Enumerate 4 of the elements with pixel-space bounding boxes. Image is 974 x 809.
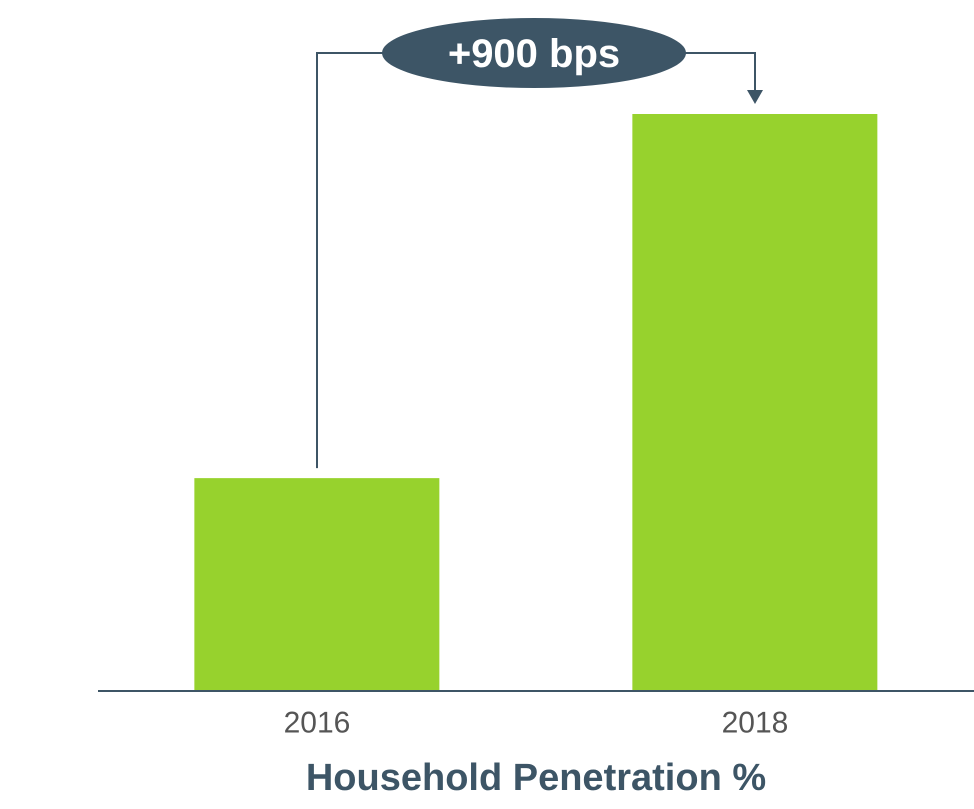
- x-axis-title: Household Penetration %: [304, 757, 768, 800]
- x-tick-label: 2018: [722, 706, 788, 740]
- x-tick-label: 2016: [284, 706, 350, 740]
- text: +900 bps: [448, 32, 620, 76]
